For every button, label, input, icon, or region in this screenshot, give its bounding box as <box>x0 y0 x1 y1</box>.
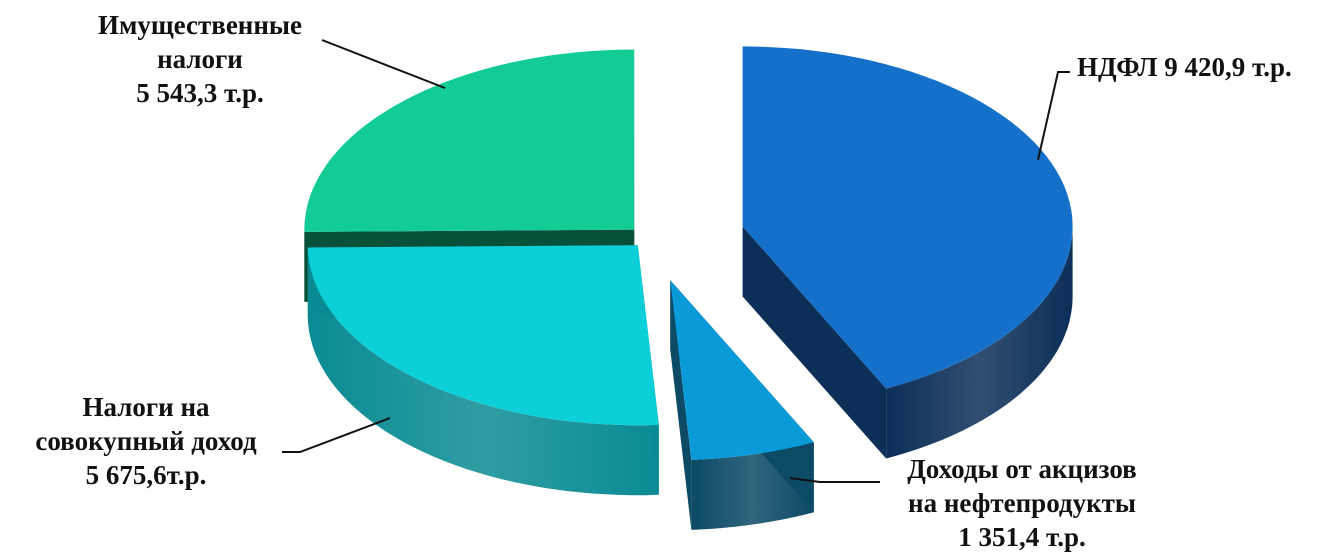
label-excise: Доходы от акцизов на нефтепродукты 1 351… <box>872 452 1172 554</box>
label-property: Имущественные налоги 5 543,3 т.р. <box>70 8 330 110</box>
slice-excise-cut-face-2 <box>670 280 692 530</box>
label-aggregate-income-line3: 5 675,6т.р. <box>85 460 207 490</box>
label-ndfl: НДФЛ 9 420,9 т.р. <box>1077 50 1292 84</box>
slice-ndfl-cut-face-2 <box>742 226 887 459</box>
slice-aggregate-income <box>307 245 659 496</box>
leader-excise <box>789 477 880 483</box>
slice-property-top <box>304 49 635 232</box>
slice-excise <box>670 280 814 530</box>
label-aggregate-income-line2: совокупный доход <box>35 426 257 456</box>
label-excise-line3: 1 351,4 т.р. <box>958 522 1086 552</box>
slice-ndfl-outer-face <box>886 226 1073 459</box>
slice-excise-outer-face <box>691 442 814 530</box>
slice-ndfl <box>742 46 1073 459</box>
slice-aggregate-income-top <box>307 245 659 426</box>
slice-excise-top <box>670 280 814 460</box>
leader-property <box>321 39 446 89</box>
slice-aggregate-income-outer-face <box>307 247 659 496</box>
leader-aggregate-income <box>282 417 391 453</box>
label-excise-line2: на нефтепродукты <box>908 488 1136 518</box>
leader-ndfl <box>1037 71 1070 161</box>
label-aggregate-income-line1: Налоги на <box>82 392 210 422</box>
label-property-line2: налоги <box>157 44 243 74</box>
slice-ndfl-top <box>742 46 1073 389</box>
label-aggregate-income: Налоги на совокупный доход 5 675,6т.р. <box>10 390 282 492</box>
label-excise-line1: Доходы от акцизов <box>907 454 1137 484</box>
label-property-line1: Имущественные <box>98 10 302 40</box>
label-ndfl-line1: НДФЛ 9 420,9 т.р. <box>1077 52 1292 82</box>
label-property-line3: 5 543,3 т.р. <box>136 78 264 108</box>
